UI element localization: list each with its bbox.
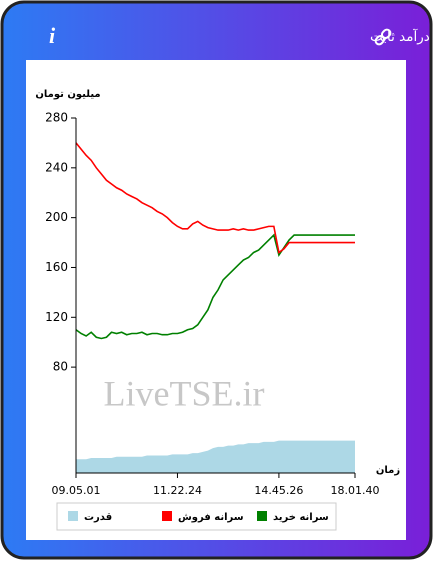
y-axis-label: میلیون تومان: [35, 89, 100, 100]
watermark: LiveTSE.ir: [104, 373, 265, 413]
x-tick-label: 18.01.40: [331, 484, 380, 497]
y-tick-label: 160: [45, 260, 68, 274]
y-tick-label: 200: [45, 210, 68, 224]
legend-label: سرانه فروش: [178, 512, 244, 523]
header-title: سرانه ی خرید و فروش حقیقی در صندوق های د…: [370, 28, 433, 45]
area: [76, 440, 355, 473]
y-tick-label: 280: [45, 111, 68, 125]
y-tick-label: 240: [45, 160, 68, 174]
x-tick-label: 14.45.26: [254, 484, 303, 497]
link-icon[interactable]: [374, 28, 392, 46]
legend-swatch: [257, 511, 267, 521]
info-icon[interactable]: i: [49, 23, 56, 48]
x-tick-label: 09.05.01: [52, 484, 101, 497]
legend-swatch: [162, 511, 172, 521]
line: [75, 233, 355, 340]
x-tick-label: 11.22.24: [153, 484, 202, 497]
legend-label: قدرت: [84, 512, 112, 523]
line: [75, 142, 355, 254]
legend: [56, 502, 337, 531]
y-tick-label: 80: [53, 360, 68, 374]
legend-label: سرانه خرید: [273, 512, 329, 523]
y-tick-label: 120: [45, 310, 68, 324]
x-axis-label: زمان: [376, 465, 400, 476]
legend-swatch: [68, 511, 78, 521]
